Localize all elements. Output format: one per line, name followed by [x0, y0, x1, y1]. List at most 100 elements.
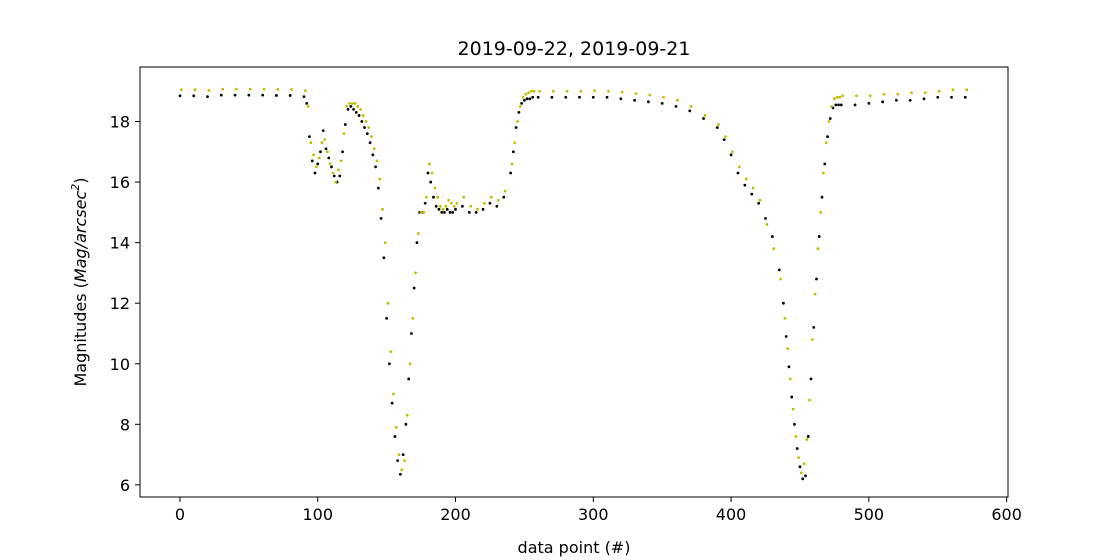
data-point-series-2: [527, 91, 530, 95]
data-point-series-1: [346, 107, 350, 111]
plot-frame: [139, 66, 1009, 498]
data-point-series-2: [438, 204, 442, 208]
data-point-series-2: [386, 301, 390, 305]
data-point-series-2: [235, 87, 238, 91]
data-point-series-2: [724, 135, 727, 139]
data-point-series-1: [410, 332, 413, 335]
data-point-series-1: [729, 153, 733, 157]
data-point-series-1: [839, 103, 843, 107]
data-point-series-1: [412, 286, 416, 290]
y-tick-label: 14: [110, 234, 130, 253]
data-point-series-1: [308, 135, 311, 139]
data-point-series-2: [620, 90, 624, 94]
data-point-series-2: [262, 87, 266, 91]
data-point-series-1: [564, 95, 568, 99]
data-point-series-1: [495, 204, 499, 208]
data-point-series-1: [488, 201, 492, 205]
data-point-series-2: [462, 195, 466, 199]
data-point-series-2: [802, 462, 806, 466]
data-point-series-1: [363, 126, 366, 129]
data-point-series-2: [476, 207, 479, 211]
data-point-series-1: [338, 174, 342, 178]
data-point-series-1: [349, 104, 353, 108]
data-point-series-2: [833, 97, 836, 101]
data-point-series-1: [319, 150, 322, 154]
data-point-series-2: [786, 347, 789, 351]
data-point-series-2: [221, 87, 225, 91]
data-point-series-1: [233, 93, 237, 97]
data-point-series-2: [389, 350, 393, 354]
data-point-series-1: [674, 104, 678, 108]
data-point-series-2: [325, 150, 329, 154]
data-point-series-1: [823, 162, 827, 166]
data-point-series-1: [798, 465, 802, 469]
data-point-series-2: [383, 241, 387, 245]
data-point-series-1: [451, 210, 455, 214]
data-point-series-1: [591, 95, 595, 99]
data-point-series-2: [648, 93, 652, 97]
data-point-series-1: [219, 93, 223, 97]
data-point-series-1: [514, 126, 518, 129]
y-axis-title-suffix: ): [71, 178, 90, 184]
data-point-series-1: [619, 97, 623, 101]
data-point-series-1: [302, 95, 306, 99]
data-point-series-1: [343, 123, 347, 126]
data-point-series-2: [521, 95, 525, 99]
y-tick-label: 6: [120, 476, 130, 495]
data-point-series-2: [375, 159, 379, 163]
data-point-series-2: [436, 195, 439, 199]
data-point-series-2: [449, 201, 453, 205]
data-point-series-1: [467, 210, 471, 214]
data-point-series-1: [426, 171, 430, 175]
data-point-series-1: [434, 204, 438, 208]
data-point-series-1: [895, 98, 898, 102]
data-point-series-1: [399, 472, 402, 476]
data-point-series-2: [427, 162, 431, 166]
data-point-series-2: [394, 425, 398, 429]
data-point-series-2: [483, 201, 486, 205]
data-point-series-2: [808, 398, 811, 402]
data-point-series-1: [454, 207, 457, 211]
data-point-series-1: [520, 101, 524, 105]
data-point-series-2: [827, 120, 831, 123]
data-point-series-2: [378, 177, 382, 181]
data-point-series-2: [689, 104, 693, 108]
data-point-series-2: [516, 120, 519, 123]
data-point-series-1: [401, 453, 405, 457]
data-point-series-1: [523, 98, 526, 102]
data-point-series-2: [320, 141, 324, 145]
data-point-series-2: [662, 95, 665, 99]
data-point-series-1: [481, 207, 485, 211]
data-point-series-1: [247, 93, 251, 97]
data-point-series-1: [474, 210, 478, 214]
data-point-series-2: [868, 94, 872, 98]
data-point-series-2: [430, 171, 434, 175]
data-point-series-1: [382, 256, 386, 260]
data-point-series-2: [193, 88, 197, 92]
data-point-series-2: [303, 89, 307, 93]
data-point-series-2: [855, 94, 858, 98]
data-point-series-1: [578, 95, 581, 99]
data-point-series-2: [841, 94, 845, 98]
data-point-series-2: [496, 198, 500, 202]
data-point-series-1: [550, 95, 554, 99]
data-point-series-1: [385, 316, 389, 320]
data-point-series-2: [510, 162, 514, 166]
data-point-series-2: [703, 114, 707, 117]
data-point-series-2: [593, 89, 597, 93]
data-point-series-1: [511, 150, 515, 154]
data-point-series-1: [528, 97, 532, 101]
data-point-series-2: [207, 88, 211, 92]
data-point-series-1: [332, 174, 336, 178]
data-point-series-1: [330, 165, 333, 169]
data-point-series-2: [797, 456, 800, 460]
data-point-series-1: [828, 117, 832, 120]
data-point-series-1: [801, 477, 805, 481]
data-point-series-2: [422, 210, 426, 214]
data-point-series-2: [334, 180, 338, 184]
data-point-series-2: [824, 141, 828, 145]
data-point-series-2: [503, 189, 507, 193]
data-point-series-1: [806, 435, 810, 438]
data-point-series-2: [290, 88, 293, 91]
data-point-series-1: [448, 210, 452, 214]
